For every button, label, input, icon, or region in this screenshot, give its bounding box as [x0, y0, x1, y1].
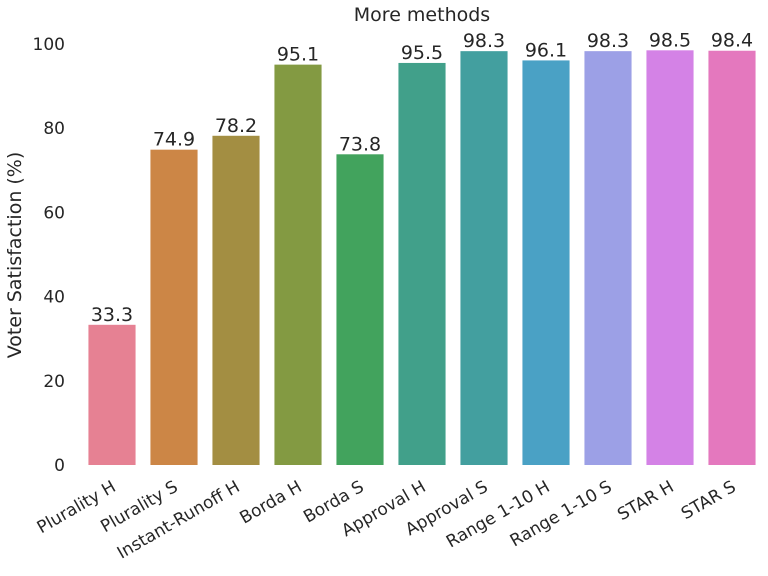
bar: [398, 62, 446, 465]
bar: [708, 50, 756, 466]
bar-value-label: 95.1: [277, 44, 319, 66]
x-tick-label: Range 1-10 H: [443, 477, 554, 552]
x-tick-label: STAR S: [678, 477, 740, 524]
y-axis-label: Voter Satisfaction (%): [4, 152, 26, 359]
x-tick-label: Borda H: [236, 477, 305, 528]
bar-value-label: 98.3: [587, 30, 629, 52]
y-tick-label: 20: [43, 372, 65, 392]
bar-value-label: 33.3: [91, 304, 133, 326]
bar-value-label: 98.5: [649, 29, 691, 51]
y-tick-label: 80: [43, 119, 65, 139]
bar: [150, 149, 198, 465]
bar: [460, 51, 508, 465]
bar: [212, 135, 260, 465]
chart-title: More methods: [354, 4, 490, 26]
bar-value-label: 96.1: [525, 39, 567, 61]
bar-value-label: 95.5: [401, 42, 443, 64]
bar-value-label: 74.9: [153, 129, 195, 151]
y-tick-label: 40: [43, 288, 65, 308]
bar-value-label: 73.8: [339, 133, 381, 155]
bar-value-label: 98.3: [463, 30, 505, 52]
y-tick-label: 0: [54, 456, 65, 476]
bar: [522, 60, 570, 465]
x-tick-label: STAR H: [614, 477, 677, 525]
bar: [88, 324, 136, 465]
bar-value-label: 78.2: [215, 115, 257, 137]
bar-value-label: 98.4: [711, 30, 753, 52]
bar: [336, 154, 384, 465]
bars: [88, 50, 756, 466]
value-labels: 33.3 74.9 78.2 95.1 73.8 95.5 98.3 96.1 98.3 98.5…: [91, 29, 753, 325]
bar: [274, 64, 322, 465]
bar: [584, 51, 632, 465]
y-tick-label: 60: [43, 203, 65, 223]
y-axis-ticks: 0 20 40 60 80 100: [33, 35, 65, 476]
y-tick-label: 100: [33, 35, 65, 55]
bar: [646, 50, 694, 465]
